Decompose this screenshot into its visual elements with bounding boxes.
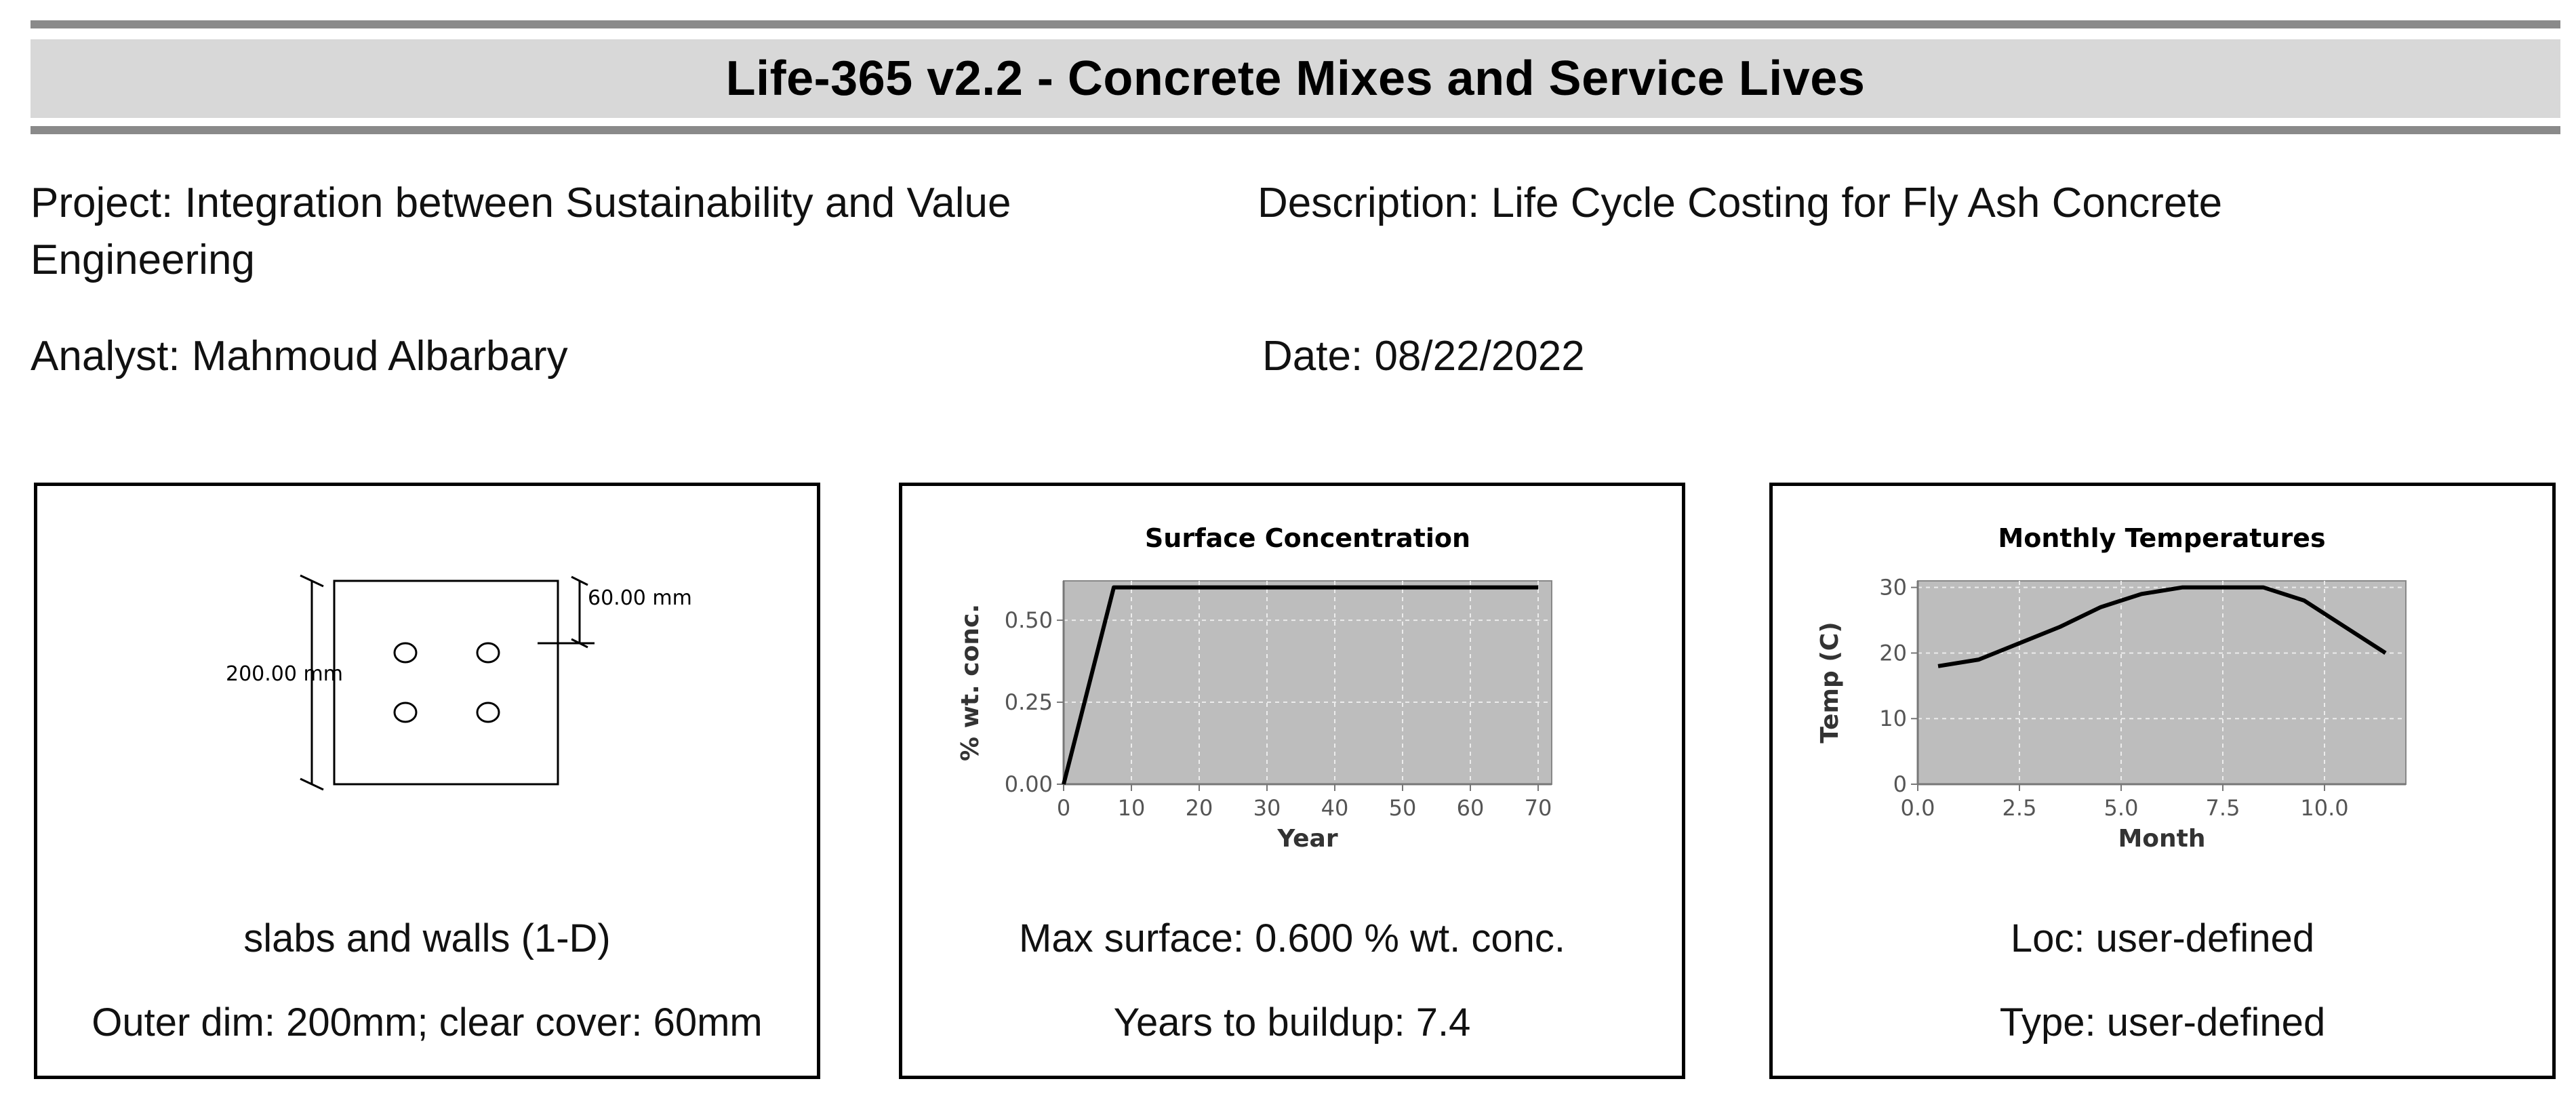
chart-title: Monthly Temperatures — [1998, 523, 2325, 553]
geometry-caption-type: slabs and walls (1-D) — [243, 916, 611, 960]
date-label: Date: — [1262, 333, 1363, 380]
plot-area — [1063, 580, 1552, 785]
analyst-info: Analyst: Mahmoud Albarbary — [31, 328, 568, 385]
monthly-temperatures-panel: Monthly Temperatures 0.0 2.5 5.0 7.5 10.0 0 10 2… — [1769, 483, 2556, 1079]
temp-caption-type: Type: user-defined — [1999, 1000, 2326, 1044]
y-tick-label: 0.50 — [1005, 607, 1053, 633]
height-dim-label: 200.00 mm — [226, 662, 343, 686]
series-line — [1062, 585, 1538, 785]
y-tick-label: 0 — [1893, 771, 1907, 797]
rebar-circle — [393, 642, 418, 664]
title-bar: Life-365 v2.2 - Concrete Mixes and Servi… — [31, 39, 2560, 118]
x-tick-label: 50 — [1389, 795, 1417, 821]
x-axis-label: Year — [1276, 825, 1337, 853]
x-tick-label: 0.0 — [1901, 795, 1935, 821]
x-tick-label: 10.0 — [2300, 795, 2348, 821]
surface-caption-max: Max surface: 0.600 % wt. conc. — [1019, 916, 1565, 960]
series-line — [1937, 585, 2387, 668]
x-tick-label: 30 — [1253, 795, 1281, 821]
page-title: Life-365 v2.2 - Concrete Mixes and Servi… — [725, 52, 1866, 106]
chart-title: Surface Concentration — [1145, 523, 1470, 553]
y-axis-label: Temp (C) — [1816, 622, 1844, 743]
y-tick-label: 0.25 — [1005, 689, 1053, 715]
x-axis-label: Month — [2118, 825, 2205, 853]
x-tick-label: 40 — [1321, 795, 1349, 821]
project-value-continued: Engineering — [31, 237, 255, 283]
x-tick-label: 0 — [1057, 795, 1070, 821]
monthly-temperatures-chart: Monthly Temperatures 0.0 2.5 5.0 7.5 10.0 0 10 2… — [1816, 523, 2407, 853]
y-axis-label: % wt. conc. — [957, 604, 984, 761]
project-label: Project: — [31, 180, 174, 226]
plot-area — [1917, 580, 2407, 785]
height-dim-tick-bottom — [300, 777, 324, 791]
height-dim-tick-top — [300, 574, 324, 588]
bottom-rule — [31, 126, 2560, 134]
y-tick-label: 0.00 — [1005, 771, 1053, 797]
date-info: Date: 08/22/2022 — [1262, 328, 1585, 385]
slab-outline — [333, 580, 559, 786]
geometry-caption-dims: Outer dim: 200mm; clear cover: 60mm — [92, 1000, 763, 1044]
rebar-circle — [476, 642, 500, 664]
y-tick-label: 30 — [1879, 575, 1907, 601]
x-tick-label: 10 — [1118, 795, 1146, 821]
rebar-circle — [476, 702, 500, 723]
surface-caption-buildup: Years to buildup: 7.4 — [1113, 1000, 1471, 1044]
rebar-circle — [393, 702, 418, 723]
y-tick-label: 20 — [1879, 640, 1907, 666]
slab-diagram: 200.00 mm 60.00 mm — [226, 574, 692, 791]
x-tick-label: 20 — [1186, 795, 1213, 821]
x-tick-label: 60 — [1457, 795, 1485, 821]
description-label: Description: — [1257, 180, 1480, 226]
surface-concentration-chart: Surface Concentration 0 10 20 30 40 50 60 70 0.00… — [957, 523, 1552, 853]
description-value: Life Cycle Costing for Fly Ash Concrete — [1491, 180, 2223, 226]
description-info: Description: Life Cycle Costing for Fly … — [1257, 175, 2222, 232]
x-tick-label: 70 — [1525, 795, 1552, 821]
x-tick-label: 7.5 — [2206, 795, 2240, 821]
date-value: 08/22/2022 — [1374, 333, 1585, 380]
temp-caption-loc: Loc: user-defined — [2010, 916, 2315, 960]
x-tick-label: 2.5 — [2003, 795, 2037, 821]
analyst-label: Analyst: — [31, 333, 180, 380]
geometry-panel: 200.00 mm 60.00 mm slabs and walls (1-D)… — [34, 483, 820, 1079]
project-value: Integration between Sustainability and V… — [184, 180, 1011, 226]
y-tick-label: 10 — [1879, 706, 1907, 731]
surface-concentration-panel: Surface Concentration 0 10 20 30 40 50 60 70 0.00… — [899, 483, 1685, 1079]
x-tick-label: 5.0 — [2104, 795, 2139, 821]
project-info: Project: Integration between Sustainabil… — [31, 175, 1011, 289]
top-rule — [31, 20, 2560, 28]
cover-dim-label: 60.00 mm — [588, 586, 692, 610]
analyst-value: Mahmoud Albarbary — [191, 333, 568, 380]
cover-dim-tick-top — [571, 575, 588, 586]
